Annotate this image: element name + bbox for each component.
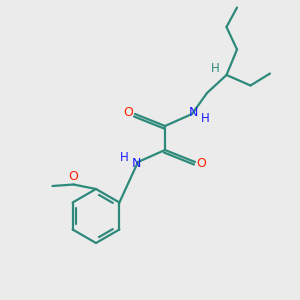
Text: H: H bbox=[211, 62, 220, 76]
Text: H: H bbox=[201, 112, 210, 125]
Text: N: N bbox=[132, 157, 141, 170]
Text: H: H bbox=[120, 151, 129, 164]
Text: O: O bbox=[69, 170, 78, 183]
Text: N: N bbox=[189, 106, 198, 119]
Text: O: O bbox=[197, 157, 206, 170]
Text: O: O bbox=[124, 106, 133, 119]
